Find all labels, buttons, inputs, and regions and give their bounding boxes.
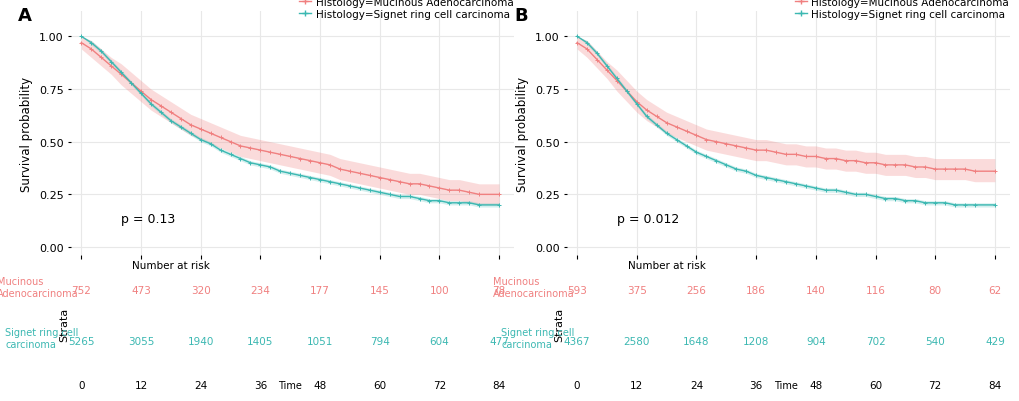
Text: Signet ring cell
carcinoma: Signet ring cell carcinoma <box>500 327 574 349</box>
Text: Strata: Strata <box>59 307 69 342</box>
Legend: Histology=Mucinous Adenocarcinoma, Histology=Signet ring cell carcinoma: Histology=Mucinous Adenocarcinoma, Histo… <box>299 0 513 20</box>
Text: 593: 593 <box>567 285 587 295</box>
Text: 186: 186 <box>746 285 765 295</box>
Y-axis label: Survival probability: Survival probability <box>20 77 34 191</box>
Text: 177: 177 <box>310 285 330 295</box>
Text: 78: 78 <box>492 285 505 295</box>
Text: 1405: 1405 <box>247 336 273 346</box>
Text: Number at risk: Number at risk <box>131 260 210 270</box>
Text: 473: 473 <box>131 285 151 295</box>
Text: 1940: 1940 <box>187 336 214 346</box>
Text: 3055: 3055 <box>127 336 154 346</box>
Text: 84: 84 <box>492 380 505 390</box>
Text: 604: 604 <box>429 336 449 346</box>
Text: 12: 12 <box>630 380 643 390</box>
Text: 1648: 1648 <box>683 336 709 346</box>
Text: Signet ring cell
carcinoma: Signet ring cell carcinoma <box>5 327 78 349</box>
Text: 100: 100 <box>429 285 448 295</box>
Text: 72: 72 <box>432 380 445 390</box>
Text: 2580: 2580 <box>623 336 649 346</box>
Text: Mucinous
Adenocarcinoma: Mucinous Adenocarcinoma <box>492 276 574 298</box>
Text: Strata: Strata <box>554 307 565 342</box>
Text: p = 0.13: p = 0.13 <box>121 212 175 225</box>
Y-axis label: Survival probability: Survival probability <box>516 77 529 191</box>
Text: 48: 48 <box>808 380 821 390</box>
Legend: Histology=Mucinous Adenocarcinoma, Histology=Signet ring cell carcinoma: Histology=Mucinous Adenocarcinoma, Histo… <box>794 0 1008 20</box>
Text: 320: 320 <box>191 285 210 295</box>
Text: 48: 48 <box>313 380 326 390</box>
Text: B: B <box>514 7 527 25</box>
Text: 116: 116 <box>865 285 884 295</box>
Text: 140: 140 <box>805 285 825 295</box>
Text: 0: 0 <box>78 380 85 390</box>
Text: 145: 145 <box>370 285 389 295</box>
Text: Time: Time <box>772 380 797 390</box>
Text: 234: 234 <box>251 285 270 295</box>
Text: 794: 794 <box>370 336 389 346</box>
Text: 72: 72 <box>927 380 941 390</box>
Text: 60: 60 <box>868 380 881 390</box>
Text: 36: 36 <box>254 380 267 390</box>
Text: 540: 540 <box>924 336 945 346</box>
Text: 80: 80 <box>927 285 941 295</box>
Text: 256: 256 <box>686 285 706 295</box>
Text: 702: 702 <box>865 336 884 346</box>
Text: 429: 429 <box>984 336 1004 346</box>
Text: 5265: 5265 <box>68 336 95 346</box>
Text: 84: 84 <box>987 380 1001 390</box>
Text: Time: Time <box>277 380 302 390</box>
Text: A: A <box>18 7 33 25</box>
Text: 904: 904 <box>805 336 825 346</box>
Text: 752: 752 <box>71 285 91 295</box>
Text: 12: 12 <box>135 380 148 390</box>
Text: p = 0.012: p = 0.012 <box>616 212 679 225</box>
Text: Mucinous
Adenocarcinoma: Mucinous Adenocarcinoma <box>0 276 78 298</box>
Text: 0: 0 <box>574 380 580 390</box>
Text: 36: 36 <box>749 380 762 390</box>
Text: 60: 60 <box>373 380 386 390</box>
Text: 24: 24 <box>194 380 207 390</box>
Text: 62: 62 <box>987 285 1001 295</box>
Text: 1051: 1051 <box>307 336 333 346</box>
Text: Number at risk: Number at risk <box>627 260 705 270</box>
Text: 375: 375 <box>627 285 646 295</box>
Text: 1208: 1208 <box>742 336 768 346</box>
Text: 4367: 4367 <box>564 336 590 346</box>
Text: 477: 477 <box>489 336 508 346</box>
Text: 24: 24 <box>689 380 702 390</box>
